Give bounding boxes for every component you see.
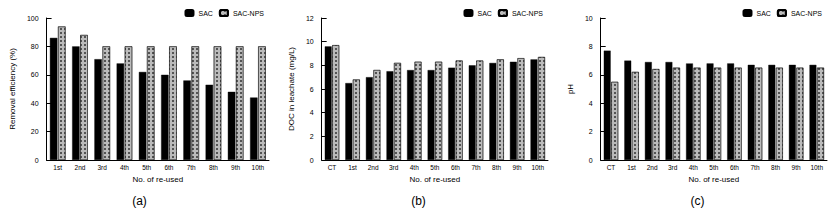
- svg-text:2: 2: [310, 133, 314, 140]
- svg-text:4: 4: [589, 100, 593, 107]
- svg-text:10th: 10th: [252, 164, 265, 171]
- svg-text:60: 60: [31, 71, 39, 78]
- svg-text:7th: 7th: [750, 164, 759, 171]
- svg-text:SAC-NPS: SAC-NPS: [791, 10, 822, 17]
- svg-text:4th: 4th: [410, 164, 419, 171]
- svg-text:SAC: SAC: [756, 10, 770, 17]
- svg-text:2nd: 2nd: [368, 164, 379, 171]
- svg-text:No. of re-used: No. of re-used: [409, 175, 460, 184]
- svg-text:9th: 9th: [231, 164, 240, 171]
- svg-text:10: 10: [306, 38, 314, 45]
- svg-text:4th: 4th: [689, 164, 698, 171]
- svg-text:1st: 1st: [53, 164, 62, 171]
- svg-text:20: 20: [31, 128, 39, 135]
- svg-text:SAC-NPS: SAC-NPS: [233, 10, 264, 17]
- svg-text:No. of re-used: No. of re-used: [688, 175, 739, 184]
- svg-text:No. of re-used: No. of re-used: [132, 175, 183, 184]
- svg-text:40: 40: [31, 100, 39, 107]
- svg-text:8: 8: [589, 43, 593, 50]
- svg-text:8: 8: [310, 62, 314, 69]
- svg-text:8th: 8th: [209, 164, 218, 171]
- svg-text:12: 12: [306, 15, 314, 22]
- svg-text:2: 2: [589, 128, 593, 135]
- svg-text:5th: 5th: [709, 164, 718, 171]
- svg-text:9th: 9th: [792, 164, 801, 171]
- svg-text:5th: 5th: [142, 164, 151, 171]
- svg-text:2nd: 2nd: [75, 164, 86, 171]
- svg-text:SAC-NPS: SAC-NPS: [512, 10, 543, 17]
- svg-text:Removal efficiency (%): Removal efficiency (%): [8, 48, 17, 130]
- svg-text:6th: 6th: [730, 164, 739, 171]
- svg-text:7th: 7th: [187, 164, 196, 171]
- svg-text:2nd: 2nd: [647, 164, 658, 171]
- svg-text:100: 100: [27, 15, 39, 22]
- svg-text:80: 80: [31, 43, 39, 50]
- svg-text:(b): (b): [411, 194, 426, 208]
- svg-text:1st: 1st: [348, 164, 357, 171]
- svg-text:CT: CT: [607, 164, 616, 171]
- svg-text:9th: 9th: [513, 164, 522, 171]
- svg-text:4th: 4th: [120, 164, 129, 171]
- svg-text:0: 0: [589, 157, 593, 164]
- svg-text:3rd: 3rd: [97, 164, 107, 171]
- svg-text:10th: 10th: [810, 164, 823, 171]
- svg-text:6: 6: [310, 86, 314, 93]
- svg-text:3rd: 3rd: [389, 164, 399, 171]
- svg-text:3rd: 3rd: [668, 164, 678, 171]
- svg-text:0: 0: [310, 157, 314, 164]
- svg-text:6: 6: [589, 71, 593, 78]
- svg-text:10th: 10th: [531, 164, 544, 171]
- svg-text:8th: 8th: [492, 164, 501, 171]
- svg-text:0: 0: [35, 157, 39, 164]
- svg-text:1st: 1st: [627, 164, 636, 171]
- svg-text:10: 10: [585, 15, 593, 22]
- svg-text:SAC: SAC: [477, 10, 491, 17]
- svg-text:6th: 6th: [451, 164, 460, 171]
- svg-text:(c): (c): [691, 194, 705, 208]
- svg-text:pH: pH: [566, 84, 575, 94]
- svg-text:7th: 7th: [471, 164, 480, 171]
- svg-text:CT: CT: [328, 164, 337, 171]
- svg-text:5th: 5th: [430, 164, 439, 171]
- svg-text:DOC in leachate (mg/L): DOC in leachate (mg/L): [287, 47, 296, 131]
- svg-text:SAC: SAC: [198, 10, 212, 17]
- svg-text:8th: 8th: [771, 164, 780, 171]
- svg-text:(a): (a): [132, 194, 147, 208]
- svg-text:4: 4: [310, 109, 314, 116]
- svg-text:6th: 6th: [164, 164, 173, 171]
